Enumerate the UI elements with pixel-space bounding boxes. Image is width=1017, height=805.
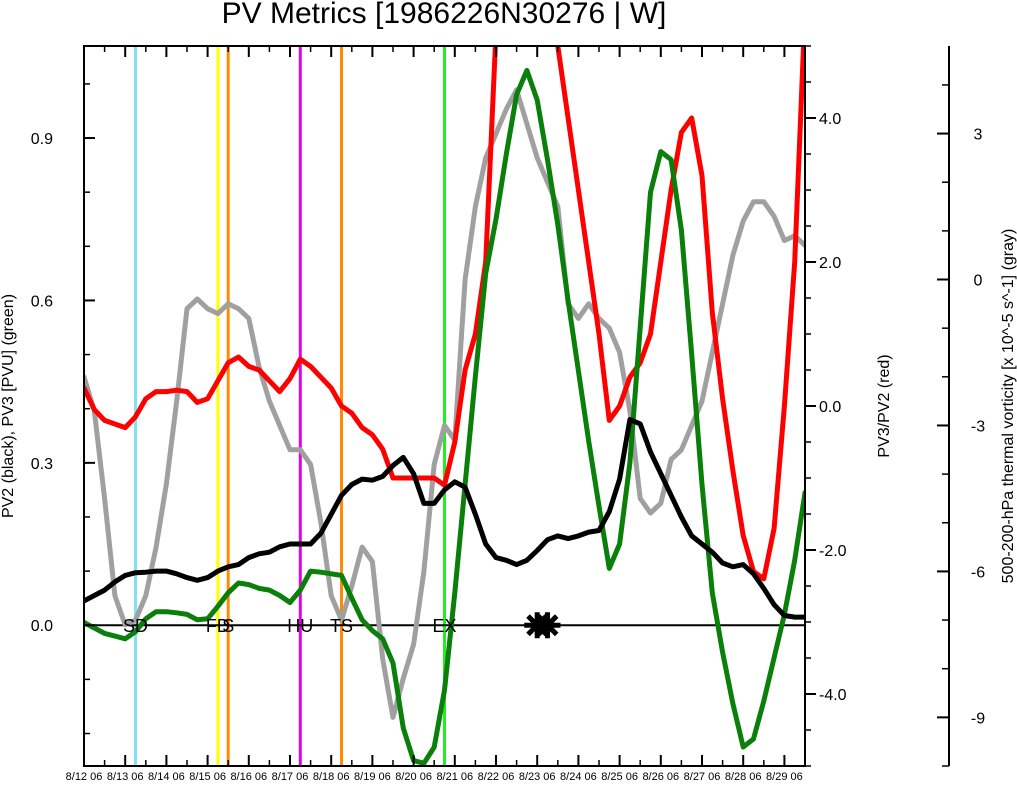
gray-tick-label-4: 3	[974, 127, 983, 144]
phase-labels: SD FDS HU TS EX	[123, 616, 457, 636]
x-tick-label-15: 8/27 06	[684, 771, 721, 783]
gray-axis-label: 500-200-hPa thermal vorticity [x 10^-5 s…	[1000, 229, 1017, 584]
x-tick-label-13: 8/25 06	[601, 771, 638, 783]
x-tick-label-3: 8/15 06	[189, 771, 226, 783]
left-tick-label-1: 0.3	[31, 456, 53, 473]
x-tick-label-1: 8/13 06	[107, 771, 144, 783]
gray-tick-label-3: 0	[974, 273, 983, 290]
series-line-2	[84, 46, 805, 582]
phase-lines	[134, 46, 446, 766]
series-line-0	[84, 417, 805, 620]
phase-label-2: S	[222, 616, 234, 636]
x-tick-label-0: 8/12 06	[66, 771, 103, 783]
x-tick-label-11: 8/23 06	[519, 771, 556, 783]
gray-tick-label-2: -3	[971, 418, 985, 435]
x-tick-label-4: 8/16 06	[230, 771, 267, 783]
x-tick-label-5: 8/17 06	[272, 771, 309, 783]
x-tick-label-12: 8/24 06	[560, 771, 597, 783]
left-axis-ticks: 0.0 0.3 0.6 0.9	[31, 83, 95, 735]
red-axis-label: PV3/PV2 (red)	[876, 354, 893, 457]
phase-label-3: HU	[287, 616, 313, 636]
x-tick-label-10: 8/22 06	[478, 771, 515, 783]
series-line-3	[84, 87, 805, 720]
red-axis-ticks: -4.0 -2.0 0.0 2.0 4.0	[805, 45, 847, 767]
left-tick-label-3: 0.9	[31, 131, 53, 148]
x-tick-label-17: 8/29 06	[766, 771, 803, 783]
gray-axis-ticks: -9 -6 -3 0 3	[937, 84, 985, 767]
red-tick-label-0: -4.0	[819, 687, 847, 704]
x-axis-ticks: 8/12 06 8/13 06 8/14 06 8/15 06 8/16 06 8/17 …	[66, 46, 803, 783]
x-tick-label-2: 8/14 06	[148, 771, 185, 783]
star-mark-1	[534, 612, 561, 639]
phase-label-1: FD	[206, 616, 230, 636]
x-tick-label-8: 8/20 06	[395, 771, 432, 783]
series-group	[84, 46, 805, 766]
star-marks	[524, 612, 561, 639]
left-tick-label-2: 0.6	[31, 293, 53, 310]
red-tick-label-4: 4.0	[819, 111, 841, 128]
x-tick-label-14: 8/26 06	[642, 771, 679, 783]
series-line-1	[84, 67, 805, 766]
gray-tick-label-1: -6	[971, 564, 985, 581]
red-tick-label-3: 2.0	[819, 255, 841, 272]
red-tick-label-1: -2.0	[819, 543, 847, 560]
phase-label-5: EX	[432, 616, 456, 636]
x-tick-label-9: 8/21 06	[436, 771, 473, 783]
left-tick-label-0: 0.0	[31, 618, 53, 635]
phase-label-0: SD	[123, 616, 148, 636]
red-tick-label-2: 0.0	[819, 399, 841, 416]
x-tick-label-7: 8/19 06	[354, 771, 391, 783]
x-tick-label-6: 8/18 06	[313, 771, 350, 783]
left-axis-label: PV2 (black), PV3 [PVU] (green)	[0, 294, 17, 518]
phase-label-4: TS	[330, 616, 353, 636]
chart-title: PV Metrics [1986226N30276 | W]	[222, 0, 667, 30]
x-tick-label-16: 8/28 06	[725, 771, 762, 783]
gray-tick-label-0: -9	[971, 710, 985, 727]
